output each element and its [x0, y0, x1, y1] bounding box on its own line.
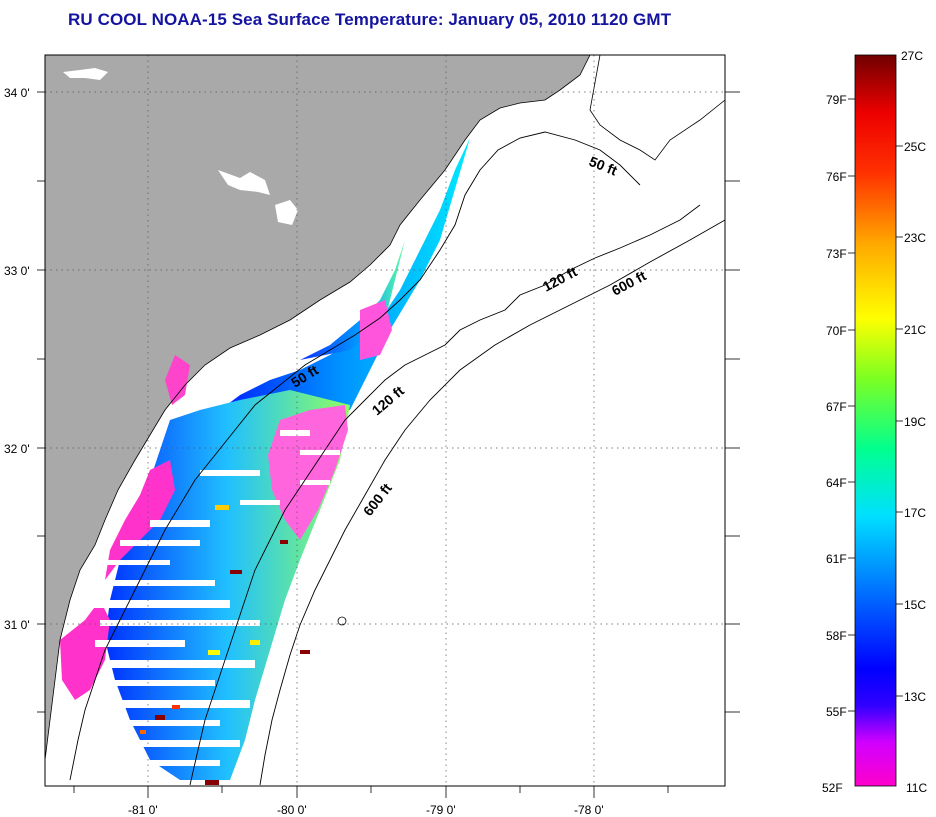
lat-label: 34 0': [4, 86, 30, 100]
map-title: RU COOL NOAA-15 Sea Surface Temperature:…: [68, 10, 672, 29]
inland-lake: [218, 170, 270, 195]
colorbar-f-label: 76F: [826, 170, 847, 184]
depth-contour-120ft: [189, 204, 701, 786]
colorbar-f-label: 58F: [826, 629, 847, 643]
inland-lake: [275, 200, 298, 225]
depth-contour-50ft: [69, 131, 641, 781]
inland-lake: [63, 68, 108, 80]
colorbar-gradient: [854, 54, 897, 787]
latitude-labels: 34 0' 33 0' 32 0' 31 0': [4, 86, 30, 632]
colorbar-f-label: 79F: [826, 93, 847, 107]
colorbar-c-label: 19C: [904, 415, 926, 429]
land-mass: [45, 55, 590, 760]
colorbar-c-label: 21C: [904, 323, 926, 337]
lat-label: 33 0': [4, 264, 30, 278]
lon-label: -80 0': [277, 803, 307, 817]
colorbar-f-label: 67F: [826, 400, 847, 414]
lat-label: 31 0': [4, 618, 30, 632]
lat-label: 32 0': [4, 442, 30, 456]
colorbar-c-label: 25C: [904, 140, 926, 154]
colorbar-c-label: 23C: [904, 231, 926, 245]
map-frame: [44, 54, 726, 787]
longitude-labels: -81 0' -80 0' -79 0' -78 0': [128, 803, 604, 817]
seamount-contour: [337, 616, 347, 626]
colorbar-c-label: 27C: [901, 49, 923, 63]
colorbar-c-label: 17C: [904, 506, 926, 520]
temperature-colorbar: 79F 76F 73F 70F 67F 64F 61F 58F 55F 52F …: [822, 49, 927, 795]
axis-ticks: [37, 91, 740, 798]
lon-label: -79 0': [426, 803, 456, 817]
colorbar-c-label: 15C: [904, 598, 926, 612]
colorbar-f-label: 52F: [822, 781, 843, 795]
coastline: [45, 55, 591, 761]
colorbar-c-label: 13C: [904, 690, 926, 704]
colorbar-c-label: 11C: [906, 781, 927, 795]
graticule: [45, 55, 725, 786]
colorbar-f-label: 70F: [826, 324, 847, 338]
colorbar-f-label: 73F: [826, 247, 847, 261]
land-mass-northeast: [589, 55, 725, 161]
colorbar-f-label: 61F: [826, 552, 847, 566]
colorbar-f-label: 55F: [826, 705, 847, 719]
depth-contour-600ft: [259, 219, 725, 786]
lon-label: -81 0': [128, 803, 158, 817]
lon-label: -78 0': [574, 803, 604, 817]
colorbar-f-label: 64F: [826, 476, 847, 490]
